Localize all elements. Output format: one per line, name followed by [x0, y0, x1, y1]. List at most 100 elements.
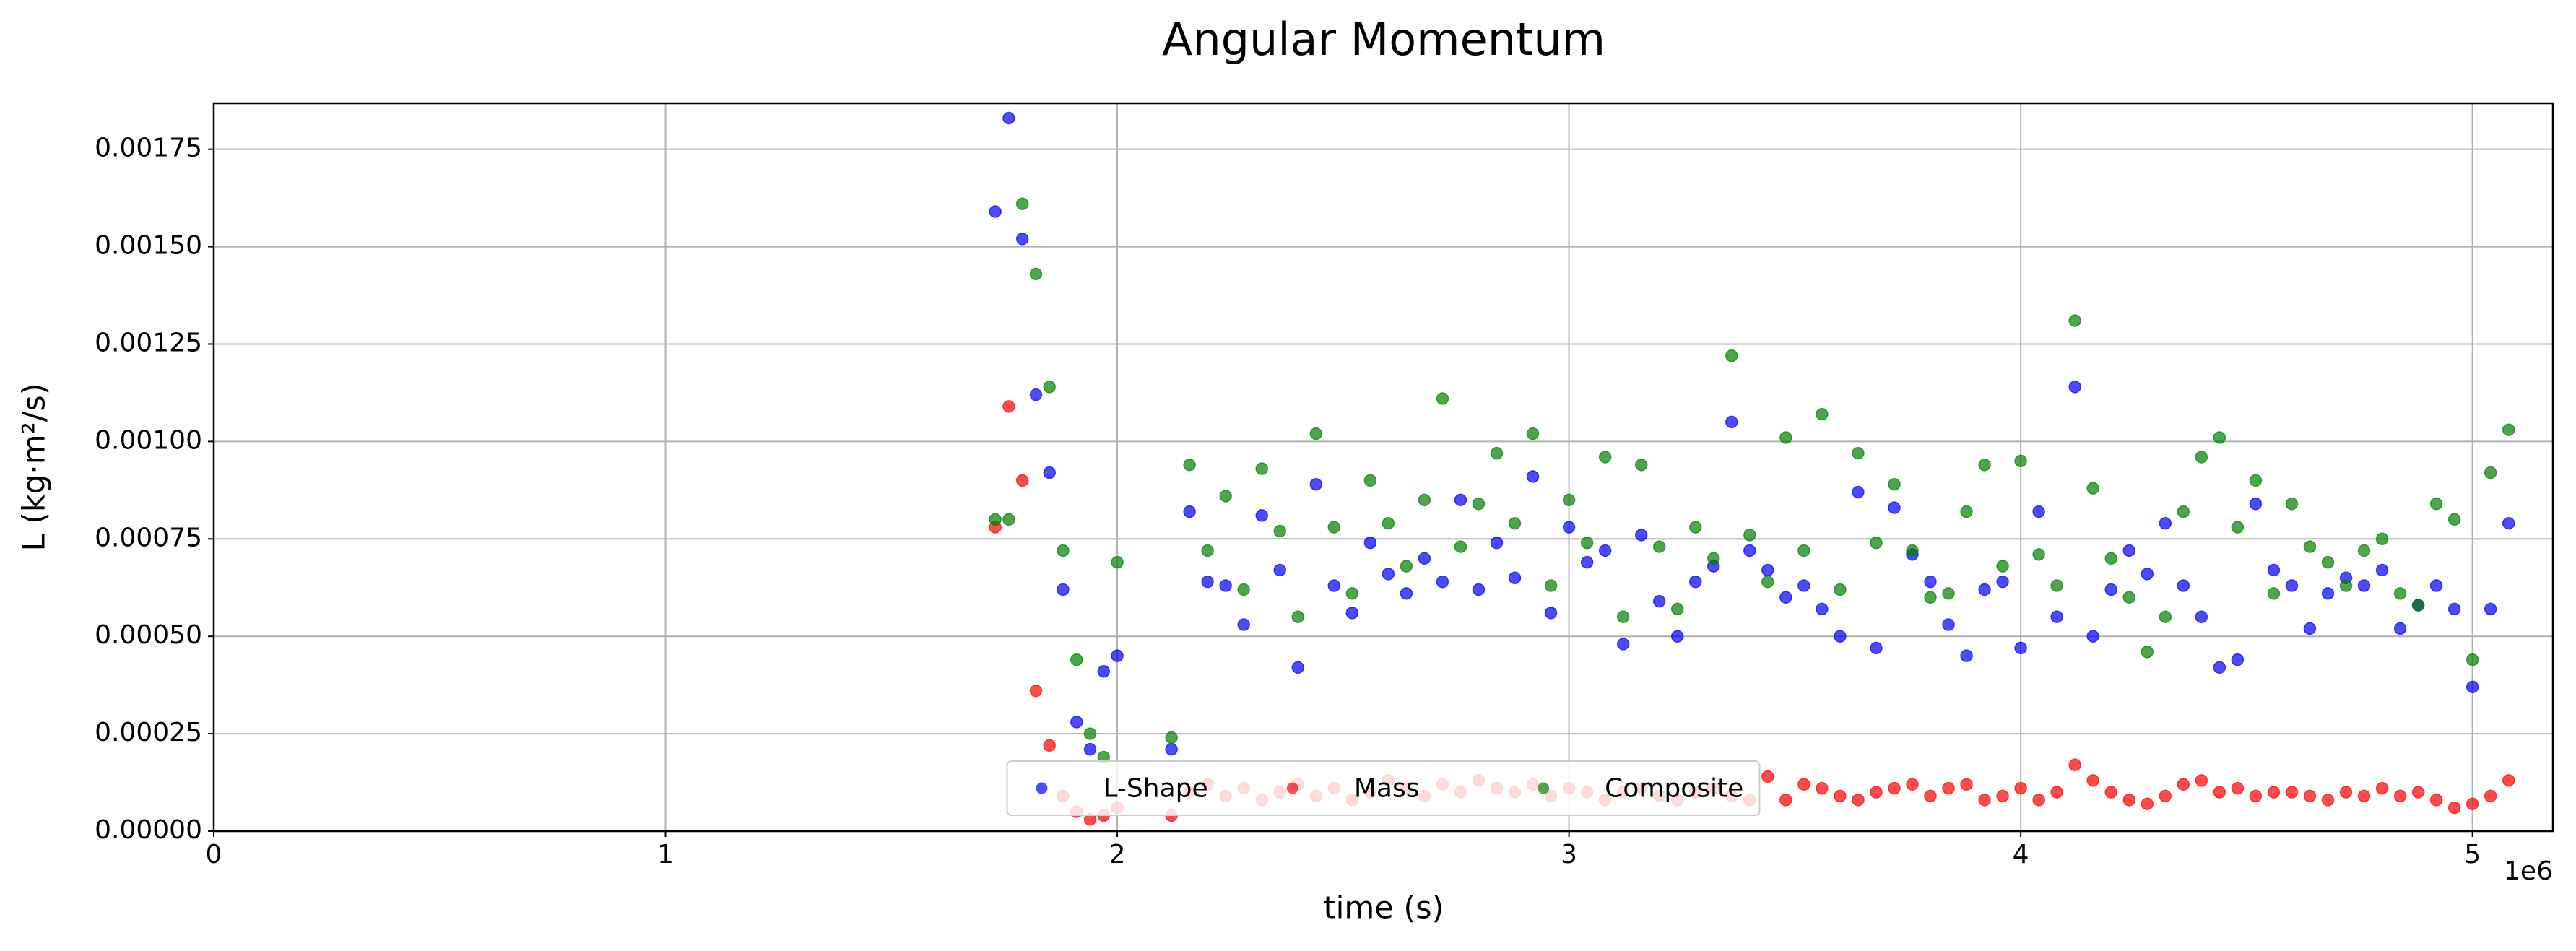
point	[2014, 781, 2027, 795]
point	[1291, 610, 1305, 623]
point	[1996, 789, 2009, 803]
point	[2411, 786, 2425, 799]
x-tick-label: 5	[2464, 840, 2481, 869]
point	[1978, 794, 1991, 807]
y-tick-label: 0.00100	[95, 425, 202, 455]
point	[1996, 575, 2009, 589]
point	[2050, 786, 2063, 799]
point	[1070, 653, 1083, 666]
point	[2502, 516, 2515, 530]
point	[1707, 552, 1720, 565]
point	[1382, 568, 1395, 581]
point	[1015, 197, 1029, 210]
point	[1363, 474, 1377, 487]
point	[2104, 583, 2117, 596]
point	[2213, 661, 2226, 674]
point	[2393, 622, 2407, 635]
point	[2357, 579, 2371, 592]
point	[1779, 794, 1792, 807]
point	[1670, 602, 1684, 616]
point	[1852, 794, 1865, 807]
point	[1490, 536, 1504, 550]
point	[1978, 583, 1991, 596]
y-tick-label: 0.00050	[95, 620, 202, 650]
point	[1183, 505, 1196, 518]
point	[2104, 552, 2117, 565]
point	[2466, 653, 2479, 666]
point	[1002, 513, 1015, 526]
point	[2195, 774, 2208, 787]
point	[1508, 571, 1522, 585]
point	[1083, 727, 1097, 740]
point	[1888, 781, 1901, 795]
point	[1345, 607, 1359, 620]
point	[1165, 731, 1178, 744]
point	[2375, 563, 2389, 577]
x-tick-label: 1	[657, 840, 674, 869]
point	[1219, 579, 1232, 592]
point	[1454, 493, 1467, 507]
point	[1436, 392, 1449, 405]
point	[2159, 789, 2172, 803]
point	[2267, 587, 2281, 600]
point	[1490, 446, 1504, 460]
point	[1111, 555, 1124, 569]
point	[1309, 427, 1323, 440]
point	[2321, 555, 2335, 569]
point	[1652, 594, 1666, 608]
point	[1015, 474, 1029, 487]
point	[2014, 454, 2027, 468]
legend-marker	[1036, 782, 1048, 794]
point	[2213, 786, 2226, 799]
x-tick-label: 4	[2013, 840, 2029, 869]
point	[1043, 739, 1056, 752]
point	[1816, 602, 1829, 616]
point	[1070, 716, 1083, 729]
point	[2231, 653, 2245, 666]
point	[2177, 505, 2190, 518]
point	[2303, 789, 2317, 803]
legend-marker	[1286, 782, 1298, 794]
point	[1688, 521, 1702, 534]
point	[2014, 641, 2027, 655]
point	[2141, 646, 2154, 659]
point	[989, 205, 1002, 218]
point	[1960, 505, 1973, 518]
point	[1544, 579, 1558, 592]
point	[1472, 497, 1486, 511]
point	[1942, 587, 1955, 600]
point	[2339, 579, 2353, 592]
point	[1996, 560, 2009, 573]
point	[2249, 789, 2263, 803]
point	[1002, 111, 1015, 125]
point	[2466, 680, 2479, 694]
point	[1960, 649, 1973, 662]
point	[1743, 529, 1756, 542]
point	[2068, 314, 2081, 327]
point	[2159, 516, 2172, 530]
point	[1942, 618, 1955, 631]
point	[1960, 778, 1973, 791]
point	[1870, 641, 1883, 655]
point	[1057, 583, 1070, 596]
point	[2375, 532, 2389, 546]
point	[2502, 423, 2515, 436]
point	[989, 513, 1002, 526]
point	[1436, 575, 1449, 589]
point	[1870, 536, 1883, 550]
point	[1400, 587, 1413, 600]
y-tick-label: 0.00000	[95, 815, 202, 845]
point	[2357, 544, 2371, 557]
point	[2285, 786, 2299, 799]
point	[2447, 801, 2461, 815]
point	[1526, 470, 1540, 483]
x-tick-label: 0	[206, 840, 222, 869]
point	[1670, 630, 1684, 643]
point	[2032, 505, 2045, 518]
point	[1834, 789, 1847, 803]
point	[1834, 630, 1847, 643]
point	[2177, 579, 2190, 592]
point	[1906, 778, 1919, 791]
point	[2122, 794, 2136, 807]
